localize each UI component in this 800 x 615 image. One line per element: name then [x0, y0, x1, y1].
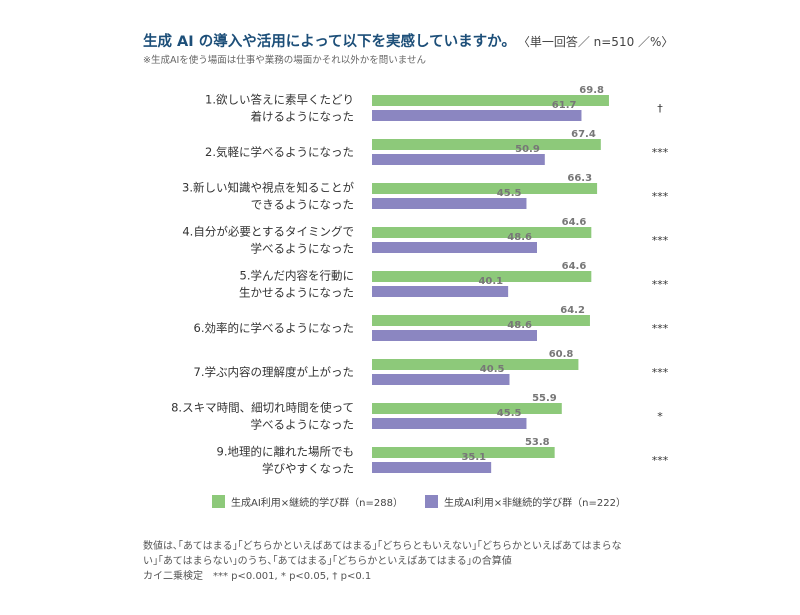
legend-item-continuous: 生成AI利用×継続的学び群（n=288）: [212, 494, 403, 509]
data-label: 60.8: [549, 349, 574, 360]
category-label: 着けるようになった: [251, 110, 355, 124]
category-label: 2.気軽に学べるようになった: [205, 145, 354, 159]
bar: [372, 286, 509, 297]
legend-label: 生成AI利用×非継続的学び群（n=222）: [443, 498, 626, 509]
significance-mark: ***: [652, 278, 669, 291]
bar: [372, 403, 562, 414]
bar: [372, 139, 601, 150]
significance-mark: †: [657, 102, 663, 115]
significance-mark: *: [657, 410, 663, 423]
bar: [372, 374, 510, 385]
significance-mark: ***: [652, 366, 669, 379]
significance-mark: ***: [652, 322, 669, 335]
title-unit: 〈単一回答／ n=510 ／%〉: [523, 35, 674, 49]
note-line: い｣｢あてはまらない｣のうち､｢あてはまる｣｢どちらかといえばあてはまる｣の合算…: [143, 556, 512, 567]
legend-swatch: [424, 495, 438, 508]
bar: [372, 271, 592, 282]
data-label: 45.5: [497, 188, 522, 199]
data-label: 40.1: [478, 276, 503, 287]
bar: [372, 110, 582, 121]
category-label: 学べるようになった: [251, 242, 355, 256]
category-label: 6.効率的に学べるようになった: [194, 321, 354, 335]
significance-mark: ***: [652, 146, 669, 159]
category-label: 5.学んだ内容を行動に: [240, 269, 354, 283]
chart-subtitle: ※生成AIを使う場面は仕事や業務の場面かそれ以外かを問いません: [143, 55, 426, 66]
bar: [372, 154, 545, 165]
significance-mark: ***: [652, 190, 669, 203]
legend-label: 生成AI利用×継続的学び群（n=288）: [231, 498, 403, 509]
category-label: 学べるようになった: [251, 418, 355, 432]
category-label: 8.スキマ時間、細切れ時間を使って: [171, 401, 354, 415]
legend-swatch: [212, 495, 225, 508]
bar: [372, 227, 592, 238]
bar: [372, 315, 590, 326]
chart-title: 生成 AI の導入や活用によって以下を実感していますか。 〈単一回答／ n=510…: [143, 30, 673, 51]
data-label: 69.8: [579, 85, 604, 96]
data-label: 40.5: [480, 364, 505, 375]
data-label: 55.9: [532, 393, 557, 404]
category-label: 1.欲しい答えに素早くたどり: [205, 93, 354, 107]
data-label: 35.1: [461, 452, 486, 463]
bar: [372, 418, 527, 429]
significance-mark: ***: [652, 454, 669, 467]
category-label: できるようになった: [251, 198, 354, 212]
data-label: 64.2: [560, 305, 585, 316]
category-label: 生かせるようになった: [239, 286, 354, 300]
note-line: カイ二乗検定 *** p<0.001, * p<0.05, † p<0.1: [143, 571, 372, 582]
legend-item-noncontinuous: 生成AI利用×非継続的学び群（n=222）: [424, 494, 626, 509]
data-label: 64.6: [562, 261, 587, 272]
data-label: 50.9: [515, 144, 540, 155]
category-label: 7.学ぶ内容の理解度が上がった: [194, 365, 354, 379]
bar: [372, 330, 537, 341]
data-label: 45.5: [497, 408, 522, 419]
data-label: 48.6: [507, 232, 532, 243]
significance-mark: ***: [652, 234, 669, 247]
category-label: 3.新しい知識や視点を知ることが: [182, 181, 354, 195]
data-label: 61.7: [552, 100, 577, 111]
data-label: 66.3: [567, 173, 592, 184]
category-label: 9.地理的に離れた場所でも: [217, 445, 354, 459]
bar: [372, 198, 527, 209]
bar: [372, 359, 579, 370]
bar: [372, 447, 555, 458]
data-label: 53.8: [525, 437, 550, 448]
bar: [372, 183, 598, 194]
data-label: 48.6: [507, 320, 532, 331]
category-label: 学びやすくなった: [262, 462, 354, 476]
data-label: 67.4: [571, 129, 596, 140]
note-line: 数値は､｢あてはまる｣｢どちらかといえばあてはまる｣｢どちらともいえない｣｢どち…: [143, 541, 622, 552]
legend: 生成AI利用×継続的学び群（n=288） 生成AI利用×非継続的学び群（n=22…: [212, 494, 626, 509]
bar: [372, 95, 609, 106]
bar: [372, 462, 492, 473]
bar: [372, 242, 537, 253]
title-text: 生成 AI の導入や活用によって以下を実感していますか。: [143, 34, 516, 50]
category-label: 4.自分が必要とするタイミングで: [182, 225, 354, 239]
data-label: 64.6: [562, 217, 587, 228]
notes: 数値は､｢あてはまる｣｢どちらかといえばあてはまる｣｢どちらともいえない｣｢どち…: [143, 539, 622, 584]
